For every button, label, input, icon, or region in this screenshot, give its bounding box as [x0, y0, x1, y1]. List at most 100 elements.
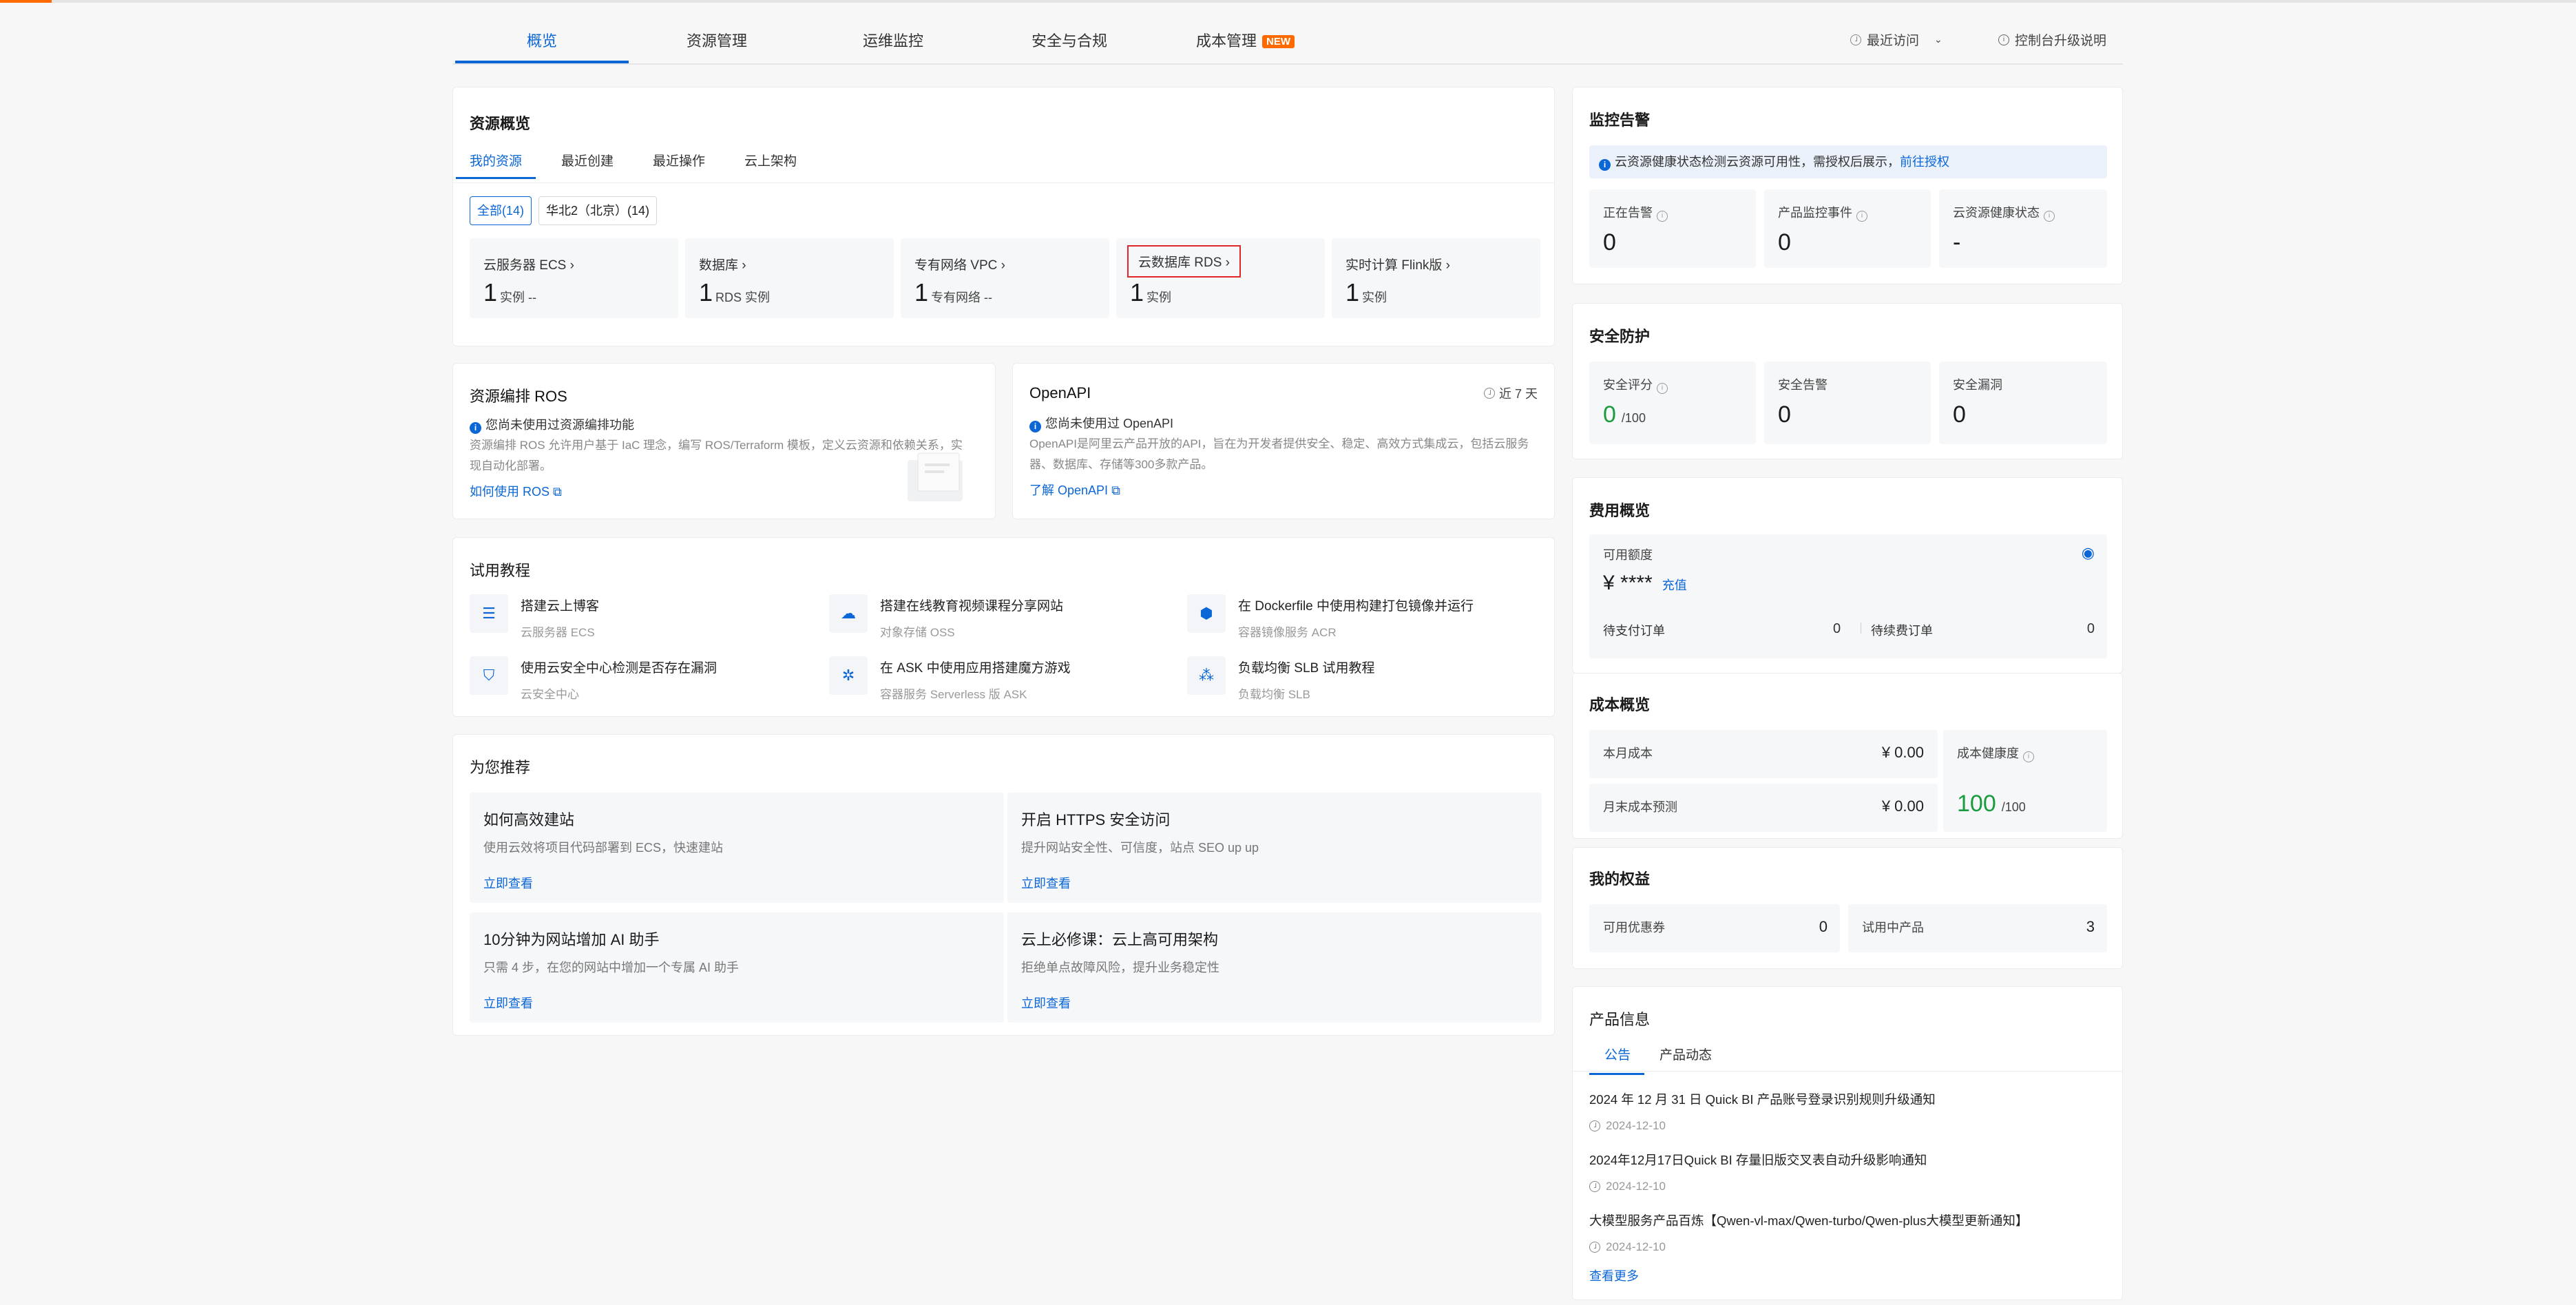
subtab-cloud-architecture[interactable]: 云上架构 [744, 154, 797, 169]
card-title: 监控告警 [1589, 112, 1651, 129]
help-icon: i [1657, 383, 1668, 394]
tutorial-item[interactable]: ⬢ 在 Dockerfile 中使用构建打包镜像并运行 容器镜像服务 ACR [1187, 594, 1474, 640]
view-now-link[interactable]: 立即查看 [483, 877, 533, 890]
pending-renew-value[interactable]: 0 [2086, 621, 2095, 636]
tutorial-title: 在 Dockerfile 中使用构建打包镜像并运行 [1238, 599, 1474, 614]
view-now-link[interactable]: 立即查看 [1021, 877, 1071, 890]
card-title: 成本概览 [1589, 696, 1651, 713]
cost-card: 成本概览 本月成本 ¥ 0.00 月末成本预测 ¥ 0.00 成本健康度 i 10… [1572, 674, 2123, 839]
card-title: 费用概览 [1589, 502, 1651, 519]
filter-all[interactable]: 全部(14) [470, 196, 532, 225]
filter-region[interactable]: 华北2（北京）(14) [538, 196, 658, 225]
tab-overview[interactable]: 概览 [455, 29, 629, 63]
subtab-recent-ops[interactable]: 最近操作 [653, 154, 706, 169]
security-alerts[interactable]: 安全告警 0 [1764, 362, 1931, 444]
security-vulns[interactable]: 安全漏洞 0 [1939, 362, 2107, 444]
view-more-link[interactable]: 查看更多 [1589, 1269, 1639, 1283]
card-title: 我的权益 [1589, 870, 1651, 888]
trial-products[interactable]: 试用中产品 3 [1848, 904, 2107, 952]
tutorial-product: 云安全中心 [521, 688, 579, 701]
news-date: 2024-12-10 [1606, 1240, 1666, 1253]
ros-howto-link[interactable]: 如何使用 ROS ⧉ [470, 485, 562, 499]
tab-security-compliance[interactable]: 安全与合规 [1032, 29, 1107, 51]
resource-name: 云数据库 RDS › [1127, 245, 1242, 278]
stat-value: 0 [1603, 229, 1616, 255]
card-title: OpenAPI [1029, 384, 1091, 401]
stat-active-alerts[interactable]: 正在告警 i 0 [1589, 189, 1756, 268]
tutorial-product: 容器服务 Serverless 版 ASK [880, 688, 1027, 701]
stat-value: - [1953, 229, 1961, 255]
tab-announcements[interactable]: 公告 [1589, 1045, 1645, 1075]
score-max: /100 [1621, 411, 1646, 425]
tab-cost-management[interactable]: 成本管理 NEW [1196, 29, 1295, 51]
stat-monitor-events[interactable]: 产品监控事件 i 0 [1764, 189, 1931, 268]
fee-card: 费用概览 可用额度 ◉ ¥ **** 充值 待支付订单 0 待续费订单 0 [1572, 477, 2123, 674]
coupons[interactable]: 可用优惠券 0 [1589, 904, 1840, 952]
openapi-learn-link[interactable]: 了解 OpenAPI ⧉ [1029, 483, 1120, 497]
news-title: 大模型服务产品百炼【Qwen-vl-max/Qwen-turbo/Qwen-pl… [1589, 1213, 2029, 1228]
recommend-title: 开启 HTTPS 安全访问 [1021, 811, 1171, 828]
news-item[interactable]: 2024 年 12 月 31 日 Quick BI 产品账号登录识别规则升级通知… [1589, 1090, 1936, 1133]
product-info-tabs: 公告 产品动态 [1589, 1045, 1712, 1075]
info-icon: i [1029, 421, 1041, 432]
recommend-item[interactable]: 云上必修课：云上高可用架构 拒绝单点故障风险，提升业务稳定性 立即查看 [1007, 912, 1542, 1023]
cost-health[interactable]: 成本健康度 i 100/100 [1943, 730, 2107, 832]
tutorial-item[interactable]: ☁ 搭建在线教育视频课程分享网站 对象存储 OSS [829, 594, 1063, 640]
recommend-item[interactable]: 开启 HTTPS 安全访问 提升网站安全性、可信度，站点 SEO up up 立… [1007, 793, 1542, 903]
clock-icon [1589, 1242, 1600, 1253]
view-now-link[interactable]: 立即查看 [1021, 996, 1071, 1010]
resource-vpc[interactable]: 专有网络 VPC › 1 专有网络 -- [901, 238, 1109, 318]
tutorial-title: 使用云安全中心检测是否存在漏洞 [521, 661, 718, 676]
resource-rds[interactable]: 云数据库 RDS › 1 实例 [1116, 238, 1325, 318]
security-score[interactable]: 安全评分 i 0/100 [1589, 362, 1756, 444]
health-max: /100 [2001, 800, 2026, 814]
card-title: 产品信息 [1589, 1011, 1651, 1028]
tab-ops-monitoring[interactable]: 运维监控 [863, 29, 923, 51]
authorize-link[interactable]: 前往授权 [1900, 155, 1949, 169]
info-icon: i [470, 422, 481, 434]
subtab-recent-created[interactable]: 最近创建 [561, 154, 614, 169]
tutorial-item[interactable]: ✲ 在 ASK 中使用应用搭建魔方游戏 容器服务 Serverless 版 ASK [829, 656, 1071, 702]
tutorials-card: 试用教程 ☰ 搭建云上博客 云服务器 ECS ☁ 搭建在线教育视频课程分享网站 对象… [452, 537, 1555, 717]
tab-product-updates[interactable]: 产品动态 [1659, 1048, 1713, 1063]
news-date: 2024-12-10 [1606, 1119, 1666, 1132]
tutorial-item[interactable]: ⁂ 负载均衡 SLB 试用教程 负载均衡 SLB [1187, 656, 1374, 702]
cost-forecast[interactable]: 月末成本预测 ¥ 0.00 [1589, 784, 1938, 832]
time-range-selector[interactable]: 近 7 天 [1483, 384, 1538, 402]
resource-ecs[interactable]: 云服务器 ECS › 1 实例 -- [470, 238, 678, 318]
tutorial-item[interactable]: ☰ 搭建云上博客 云服务器 ECS [470, 594, 599, 640]
news-item[interactable]: 2024年12月17日Quick BI 存量旧版交叉表自动升级影响通知 2024… [1589, 1151, 1927, 1193]
cost-month[interactable]: 本月成本 ¥ 0.00 [1589, 730, 1938, 778]
stat-value: 0 [1778, 229, 1791, 255]
resource-flink[interactable]: 实时计算 Flink版 › 1 实例 [1332, 238, 1540, 318]
view-now-link[interactable]: 立即查看 [483, 996, 533, 1010]
subtab-my-resources[interactable]: 我的资源 [455, 151, 536, 179]
recent-label: 最近访问 [1867, 34, 1920, 48]
news-item[interactable]: 大模型服务产品百炼【Qwen-vl-max/Qwen-turbo/Qwen-pl… [1589, 1211, 2028, 1254]
stat-label: 安全告警 [1778, 378, 1828, 392]
top-progress-line [0, 0, 2576, 3]
card-title: 试用教程 [470, 562, 531, 579]
recent-visits-dropdown[interactable]: 最近访问 ⌄ [1850, 30, 1943, 49]
resource-count: 1 [699, 278, 713, 306]
clock-icon [1589, 1120, 1600, 1131]
new-badge: NEW [1262, 35, 1295, 48]
resource-database[interactable]: 数据库 › 1 RDS 实例 [685, 238, 894, 318]
main-nav: 概览 资源管理 运维监控 安全与合规 成本管理 NEW 最近访问 ⌄ i 控制台升… [452, 21, 2123, 65]
eye-icon[interactable]: ◉ [2081, 544, 2095, 561]
recharge-link[interactable]: 充值 [1662, 578, 1687, 592]
recommend-item[interactable]: 如何高效建站 使用云效将项目代码部署到 ECS，快速建站 立即查看 [470, 793, 1004, 903]
stat-resource-health[interactable]: 云资源健康状态 i - [1939, 189, 2107, 268]
score-value: 0 [1603, 401, 1616, 428]
cube-icon: ⬢ [1187, 594, 1226, 633]
tab-label: 资源管理 [687, 32, 748, 50]
recommend-item[interactable]: 10分钟为网站增加 AI 助手 只需 4 步，在您的网站中增加一个专属 AI 助… [470, 912, 1004, 1023]
pending-pay-value[interactable]: 0 [1833, 621, 1841, 636]
product-info-card: 产品信息 公告 产品动态 2024 年 12 月 31 日 Quick BI 产… [1572, 986, 2123, 1300]
card-title: 为您推荐 [470, 759, 531, 776]
resource-unit: RDS 实例 [715, 291, 771, 304]
tutorial-item[interactable]: ⛉ 使用云安全中心检测是否存在漏洞 云安全中心 [470, 656, 717, 702]
info-icon: i [1599, 159, 1611, 171]
tab-resource-management[interactable]: 资源管理 [687, 29, 747, 51]
upgrade-notes-link[interactable]: i 控制台升级说明 [1998, 30, 2106, 49]
